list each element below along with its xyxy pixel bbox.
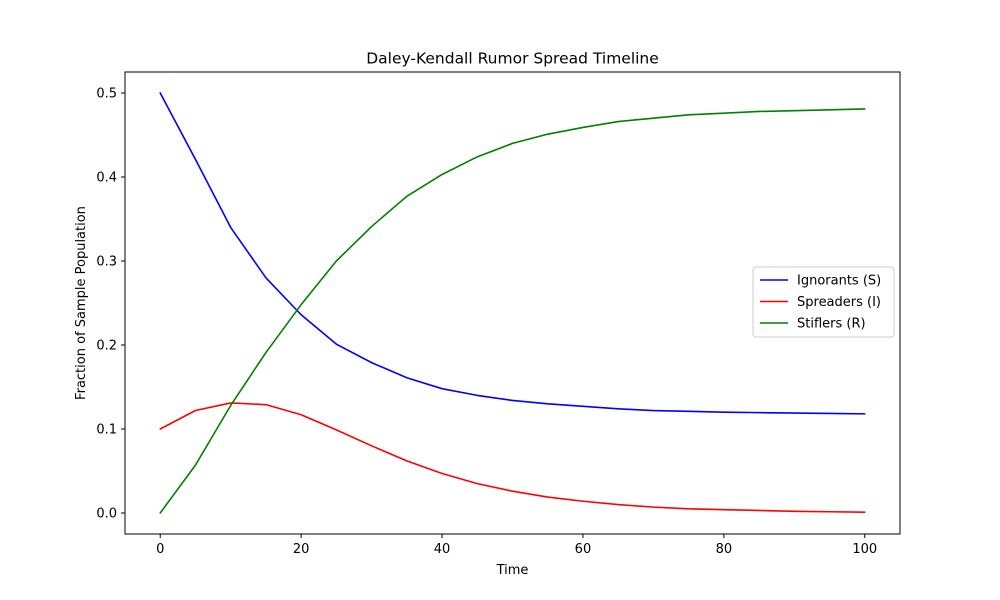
series-line-1 [159,402,866,513]
x-tick-label: 80 [716,542,733,557]
chart-title: Daley-Kendall Rumor Spread Timeline [366,50,659,68]
series-line-0 [159,92,866,415]
y-tick-label: 0.1 [96,423,117,438]
y-tick-label: 0.0 [96,507,117,522]
legend: Ignorants (S) Spreaders (I) Stiflers (R) [752,266,895,338]
legend-box [752,266,895,338]
x-axis-ticks: 0 20 40 60 80 100 [156,534,877,557]
x-tick-label: 0 [156,542,164,557]
plot-lines [159,92,866,514]
y-tick-label: 0.3 [96,255,117,270]
x-tick-label: 20 [293,542,310,557]
y-tick-label: 0.2 [96,339,117,354]
plot-frame [124,71,901,535]
y-tick-label: 0.4 [96,171,117,186]
y-tick-label: 0.5 [96,87,117,102]
x-tick-label: 40 [434,542,451,557]
y-axis-ticks: 0.0 0.1 0.2 0.3 0.4 0.5 [96,87,125,522]
x-axis-label: Time [496,563,529,578]
series-line-2 [159,108,866,514]
x-tick-label: 100 [852,542,877,557]
legend-label-0: Ignorants (S) [797,274,881,289]
legend-items: Ignorants (S) Spreaders (I) Stiflers (R) [760,274,881,332]
y-axis-label: Fraction of Sample Population [74,206,89,400]
x-tick-label: 60 [575,542,592,557]
legend-label-1: Spreaders (I) [797,295,881,310]
legend-label-2: Stiflers (R) [797,317,866,332]
